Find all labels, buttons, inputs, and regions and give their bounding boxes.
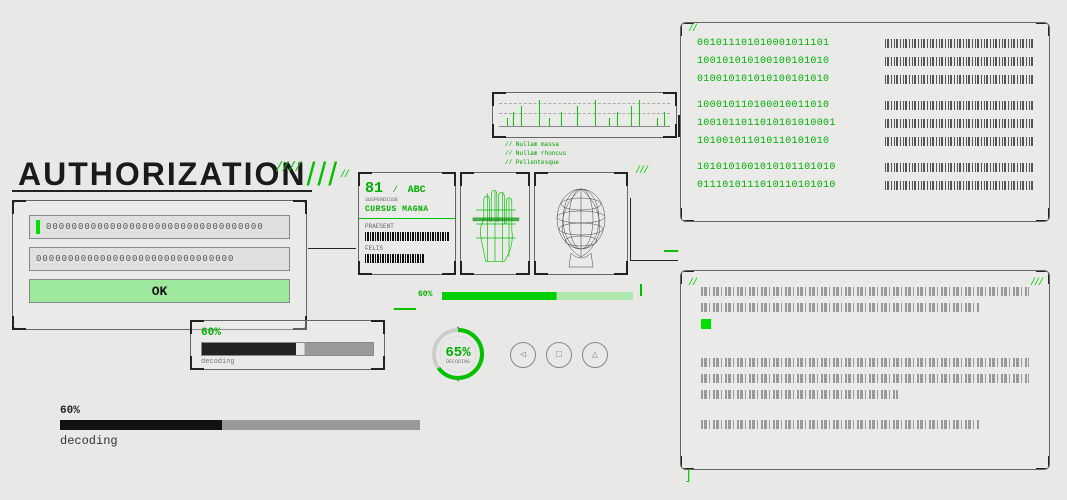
info-panel: 81 / ABC SUSPENDISSE CURSUS MAGNA PRAESE…: [358, 172, 456, 275]
accent-ticks: ////: [275, 160, 301, 176]
auth-field-2[interactable]: 0000000000000000000000000000000: [29, 247, 290, 271]
head-wireframe-icon: [541, 179, 621, 269]
auth-title-underline: [12, 190, 312, 192]
info-mini: SUSPENDISSE: [365, 197, 449, 203]
cursor-icon: [701, 319, 711, 329]
gauge-sublabel: DECODING: [446, 359, 470, 365]
connector-line: [640, 284, 642, 296]
binary-row: 001011101010001011101: [697, 37, 1033, 49]
decode-sublabel: decoding: [60, 434, 420, 448]
info-cursus: CURSUS MAGNA: [365, 205, 449, 214]
binary-text: 010010101010100101010: [697, 74, 877, 85]
hand-scan-panel: [460, 172, 530, 275]
barcode-icon: [365, 232, 449, 241]
accent-ticks: ///: [1030, 278, 1042, 289]
barcode-icon: [885, 101, 1033, 110]
binary-text: 1001011011010101010001: [697, 118, 877, 129]
ok-button-label: OK: [152, 284, 168, 299]
text-line: [701, 374, 1029, 383]
text-line: [701, 303, 980, 312]
barcode-icon: [885, 119, 1033, 128]
accent-ticks: ///: [635, 166, 647, 177]
connector-line: [630, 198, 631, 260]
mid-progress-bar: [442, 292, 633, 300]
connector-line: [630, 260, 678, 261]
auth-field-1[interactable]: 0000000000000000000000000000000000: [29, 215, 290, 239]
binary-row: 1001011011010101010001: [697, 117, 1033, 129]
waveform-panel: [492, 92, 677, 138]
binary-text: 100010110100010011010: [697, 100, 877, 111]
accent-ticks: //: [688, 278, 696, 289]
info-abc: ABC: [408, 185, 426, 196]
waveform-mini-labels: // Nullam massa// Nullam rhoncus// Pelle…: [505, 140, 566, 167]
decode-gauge: 65% DECODING: [426, 322, 490, 386]
head-scan-panel: [534, 172, 628, 275]
text-line: [701, 287, 1029, 296]
accent-bracket: ⌋: [684, 468, 690, 485]
control-prev-button[interactable]: ◁: [510, 342, 536, 368]
barcode-icon: [885, 75, 1033, 84]
binary-row: 101001011010110101010: [697, 135, 1033, 147]
barcode-icon: [885, 57, 1033, 66]
info-praesent: PRAESENT: [365, 223, 449, 230]
barcode-icon: [885, 163, 1033, 172]
barcode-icon: [365, 254, 424, 263]
binary-row: 100101010100100101010: [697, 55, 1033, 67]
progress-small-bar: [201, 342, 374, 356]
binary-text: 101001011010110101010: [697, 136, 877, 147]
barcode-icon: [885, 181, 1033, 190]
decode-bar: [60, 420, 420, 430]
decode-percent-label: 60%: [60, 405, 420, 417]
text-line: [701, 390, 898, 399]
text-line: [701, 420, 980, 429]
text-data-panel: [680, 270, 1050, 470]
barcode-icon: [885, 137, 1033, 146]
cursor-icon: [36, 220, 40, 234]
auth-field-2-value: 0000000000000000000000000000000: [36, 254, 234, 264]
binary-text: 001011101010001011101: [697, 38, 877, 49]
connector-line: [308, 248, 356, 249]
hand-icon: [467, 181, 523, 267]
ok-button[interactable]: OK: [29, 279, 290, 303]
binary-text: 1010101001010101101010: [697, 162, 877, 173]
control-next-button[interactable]: △: [582, 342, 608, 368]
progress-panel-small: 60% decoding: [190, 320, 385, 370]
barcode-icon: [885, 39, 1033, 48]
connector-line: [394, 308, 416, 310]
auth-title-text: AUTHORIZATION: [18, 156, 306, 192]
progress-small-label: 60%: [201, 327, 374, 339]
binary-data-panel: 001011101010001011101 1001010101001001010…: [680, 22, 1050, 222]
accent-ticks: //: [340, 170, 348, 181]
decode-progress: 60% decoding: [60, 405, 420, 448]
connector-line: [664, 250, 678, 252]
connector-line: [678, 115, 680, 137]
accent-ticks: //: [688, 24, 696, 35]
binary-row: 010010101010100101010: [697, 73, 1033, 85]
info-felis: FELIS: [365, 245, 449, 252]
binary-text: 100101010100100101010: [697, 56, 877, 67]
waveform-area: [499, 97, 670, 127]
mid-progress-label: 60%: [418, 290, 432, 299]
progress-small-sublabel: decoding: [201, 358, 374, 366]
binary-row: 100010110100010011010: [697, 99, 1033, 111]
text-line: [701, 358, 1029, 367]
binary-text: 0111010111010110101010: [697, 180, 877, 191]
auth-title-hash: ///: [306, 156, 339, 192]
control-stop-button[interactable]: □: [546, 342, 572, 368]
binary-row: 0111010111010110101010: [697, 179, 1033, 191]
mid-progress: 60%: [418, 292, 633, 301]
binary-row: 1010101001010101101010: [697, 161, 1033, 173]
auth-field-1-value: 0000000000000000000000000000000000: [46, 222, 264, 232]
authorization-panel: 0000000000000000000000000000000000 00000…: [12, 200, 307, 330]
